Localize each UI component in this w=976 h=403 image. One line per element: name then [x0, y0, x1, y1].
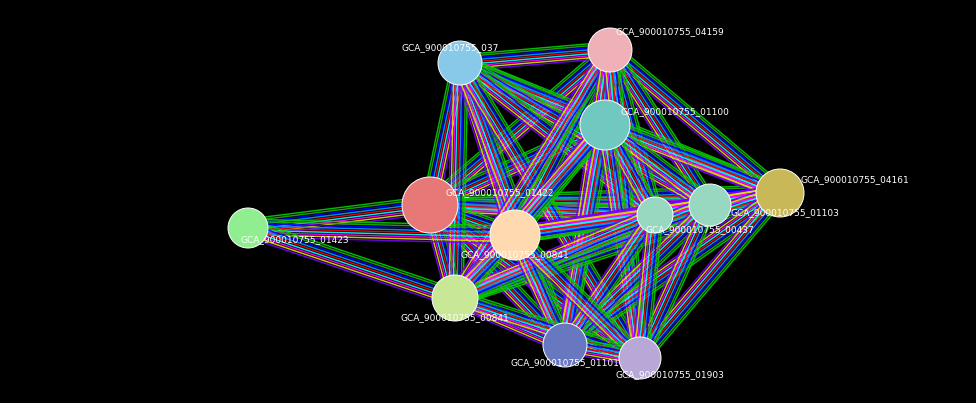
Text: GCA_900010755_037: GCA_900010755_037 — [401, 44, 499, 52]
Text: GCA_900010755_00437: GCA_900010755_00437 — [646, 226, 754, 235]
Circle shape — [588, 28, 632, 72]
Text: GCA_900010755_04161: GCA_900010755_04161 — [800, 175, 910, 185]
Circle shape — [432, 275, 478, 321]
Text: GCA_900010755_01100: GCA_900010755_01100 — [621, 108, 729, 116]
Text: GCA_900010755_01103: GCA_900010755_01103 — [731, 208, 839, 218]
Circle shape — [490, 210, 540, 260]
Text: GCA_900010755_04159: GCA_900010755_04159 — [616, 27, 724, 37]
Circle shape — [637, 197, 673, 233]
Circle shape — [619, 337, 661, 379]
Circle shape — [228, 208, 268, 248]
Text: GCA_900010755_00841: GCA_900010755_00841 — [400, 314, 509, 322]
Circle shape — [438, 41, 482, 85]
Circle shape — [543, 323, 587, 367]
Circle shape — [402, 177, 458, 233]
Text: GCA_900010755_00841: GCA_900010755_00841 — [461, 251, 569, 260]
Text: GCA_900010755_01903: GCA_900010755_01903 — [616, 370, 724, 380]
Text: GCA_900010755_01101: GCA_900010755_01101 — [510, 359, 620, 368]
Text: GCA_900010755_01422: GCA_900010755_01422 — [446, 189, 554, 197]
Text: GCA_900010755_01423: GCA_900010755_01423 — [241, 235, 349, 245]
Circle shape — [580, 100, 630, 150]
Circle shape — [689, 184, 731, 226]
Circle shape — [756, 169, 804, 217]
